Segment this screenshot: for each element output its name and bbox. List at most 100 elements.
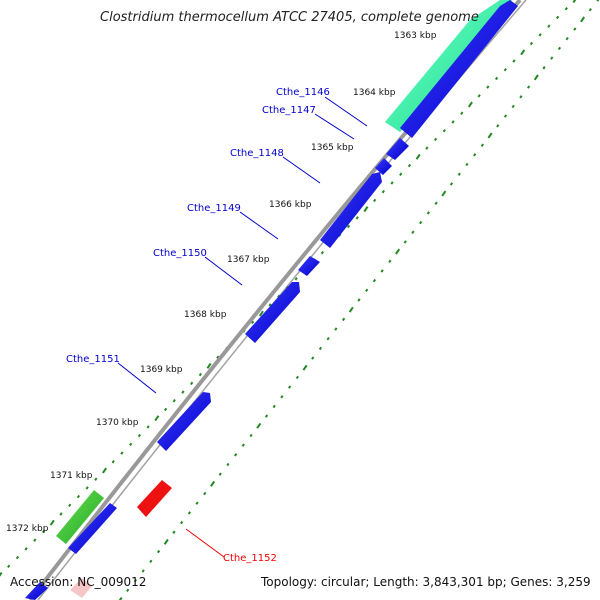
ring-tick [572, 0, 577, 3]
green-feature-block [56, 490, 104, 544]
gene-label[interactable]: Cthe_1152 [223, 553, 277, 564]
gene-label-leader [314, 113, 355, 140]
ring-tick [163, 407, 168, 412]
ring-tick [137, 433, 142, 438]
ring-tick [156, 549, 161, 554]
gene-arrow [157, 392, 211, 451]
tick-label: 1365 kbp [311, 143, 354, 153]
reverse-gene-arrow [137, 480, 172, 517]
gene-arrow [245, 282, 300, 343]
ring-tick [503, 114, 508, 118]
ring-tick [341, 317, 346, 322]
ring-tick [141, 569, 145, 573]
ring-tick [272, 404, 276, 409]
ring-tick [486, 85, 490, 89]
gene-label[interactable]: Cthe_1148 [230, 148, 284, 159]
ring-tick [49, 519, 55, 526]
ring-tick [542, 66, 546, 70]
ring-tick [467, 101, 473, 108]
tick-label: 1369 kbp [140, 365, 183, 375]
ring-tick [118, 597, 123, 600]
ring-tick [15, 555, 20, 560]
map-title: Clostridium thermocellum ATCC 27405, com… [100, 10, 479, 25]
ring-tick [555, 15, 560, 20]
tick-label: 1367 kbp [227, 255, 270, 265]
ring-tick [280, 395, 284, 399]
ring-tick [68, 503, 72, 507]
tick-label: 1363 kbp [394, 31, 437, 41]
ring-tick [465, 162, 469, 167]
ring-tick [399, 172, 403, 176]
genome-summary-text: Topology: circular; Length: 3,843,301 bp… [261, 575, 591, 589]
ring-tick [258, 310, 264, 317]
ring-tick [264, 414, 269, 418]
ring-tick [357, 298, 361, 302]
ring-tick [241, 443, 245, 447]
ring-tick [511, 104, 515, 109]
ring-tick [24, 547, 28, 551]
ring-tick [550, 56, 554, 60]
gene-label-leader [204, 256, 243, 286]
ring-tick [295, 375, 299, 380]
ring-tick [494, 76, 499, 81]
ring-tick [133, 578, 138, 583]
ring-tick [519, 95, 523, 99]
gene-label[interactable]: Cthe_1149 [187, 203, 241, 214]
ring-tick [180, 520, 184, 525]
ring-tick [512, 59, 516, 63]
cds-track [25, 0, 518, 600]
ring-tick [503, 68, 507, 72]
gene-label[interactable]: Cthe_1150 [153, 248, 207, 259]
ring-tick [449, 182, 454, 186]
ring-tick [226, 462, 230, 467]
ring-tick [533, 74, 539, 81]
ring-tick [59, 512, 63, 516]
ring-tick [172, 399, 176, 403]
ring-tick [326, 337, 330, 341]
ring-tick [365, 288, 369, 292]
ring-tick [218, 472, 222, 476]
ring-tick [355, 216, 359, 220]
ring-tick [363, 206, 369, 213]
ring-tick [256, 422, 262, 429]
ring-tick [163, 538, 169, 545]
ring-tick [346, 224, 351, 229]
ring-tick [372, 278, 377, 283]
ring-tick [33, 538, 37, 542]
ring-tick [380, 269, 384, 273]
ring-tick [565, 37, 569, 41]
ring-tick [381, 189, 385, 194]
ring-tick [206, 362, 212, 369]
ring-tick [234, 453, 238, 457]
ring-tick [487, 132, 493, 139]
ring-tick [390, 181, 394, 185]
ring-tick [195, 501, 199, 505]
ring-tick [580, 16, 586, 23]
gene-arrow [68, 503, 117, 554]
tick-label: 1364 kbp [353, 88, 396, 98]
gene-label[interactable]: Cthe_1146 [276, 87, 330, 98]
ring-tick [441, 190, 447, 197]
tick-label: 1371 kbp [50, 471, 93, 481]
ring-tick [496, 124, 500, 128]
ring-tick [348, 306, 354, 313]
ring-tick [203, 491, 207, 496]
ring-tick [373, 198, 377, 203]
gene-label[interactable]: Cthe_1151 [66, 354, 120, 365]
ring-tick [411, 230, 415, 234]
ring-tick [388, 259, 392, 263]
ring-tick [547, 24, 551, 28]
ring-tick [557, 46, 562, 51]
ring-tick [526, 85, 531, 89]
ring-tick [460, 111, 464, 115]
gene-label-leader [117, 362, 157, 394]
ring-tick [268, 303, 272, 307]
gene-label[interactable]: Cthe_1147 [262, 105, 316, 116]
tick-label: 1370 kbp [96, 418, 139, 428]
ring-tick [407, 163, 412, 168]
ring-tick [154, 415, 160, 422]
ring-tick [126, 588, 130, 592]
ring-tick [426, 211, 431, 215]
